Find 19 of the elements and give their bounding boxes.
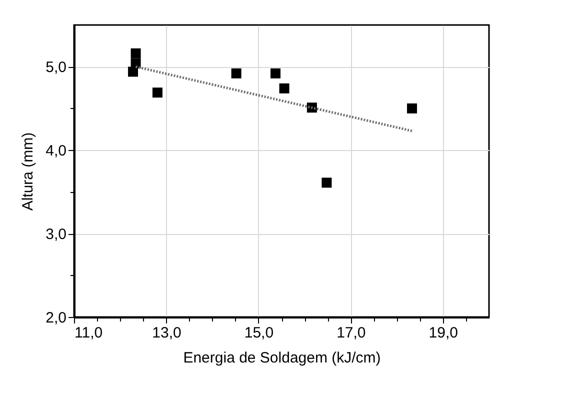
- point: [128, 66, 138, 77]
- point: [279, 83, 290, 94]
- y-tick-label: 5,0: [46, 59, 66, 76]
- x-tick-label: 19,0: [428, 324, 458, 342]
- x-tick-label: 11,0: [74, 324, 103, 342]
- point: [130, 48, 141, 58]
- point: [406, 103, 417, 114]
- y-tick-label: 3,0: [46, 226, 66, 244]
- y-axis-title: Altura (mm): [20, 132, 37, 211]
- x-axis-title: Energia de Soldagem (kJ/cm): [183, 350, 381, 366]
- x-tick-label: 15,0: [244, 324, 274, 342]
- x-tick-label: 13,0: [152, 324, 182, 342]
- point: [322, 178, 332, 188]
- x-tick-label: 17,0: [336, 324, 366, 342]
- point: [152, 88, 162, 98]
- y-tick-label: 2,0: [46, 310, 66, 326]
- y-tick-label: 4,0: [46, 142, 66, 160]
- point: [231, 68, 242, 78]
- point: [270, 68, 281, 78]
